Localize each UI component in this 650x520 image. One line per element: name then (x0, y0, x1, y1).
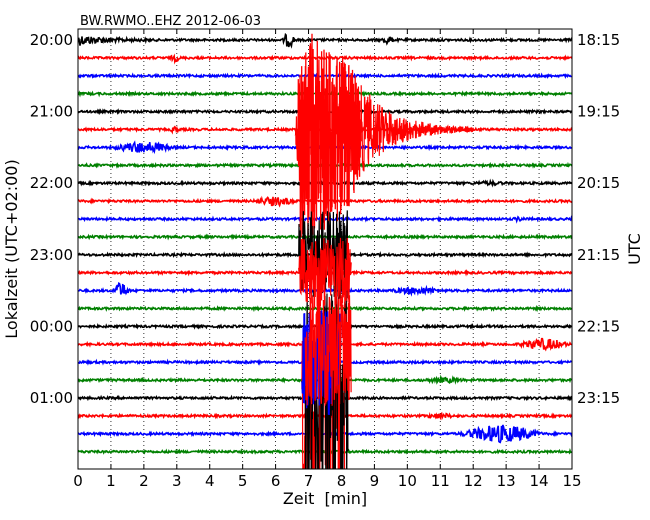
right-hour-labels: 18:15 19:15 20:15 21:15 22:15 23:15 (567, 31, 620, 407)
left-hour-label: 21:00 (30, 103, 73, 121)
right-hour-label: 20:15 (577, 174, 620, 192)
left-hour-label: 20:00 (30, 31, 73, 49)
x-tick-label: 11 (431, 472, 450, 490)
main-earthquake-signal (294, 33, 474, 469)
x-tick-label: 14 (530, 472, 549, 490)
trace-row (78, 53, 572, 65)
left-hour-label: 01:00 (30, 389, 73, 407)
x-tick-label: 0 (73, 472, 83, 490)
x-axis-label: Zeit [min] (283, 489, 367, 508)
trace-row (78, 32, 572, 49)
right-y-axis-label: UTC (625, 233, 644, 265)
x-tick-label: 15 (562, 472, 581, 490)
clipped-signal (304, 281, 352, 406)
left-hour-labels: 20:00 21:00 22:00 23:00 00:00 01:00 (30, 31, 83, 407)
x-tick-label: 10 (398, 472, 417, 490)
x-tick-label: 8 (337, 472, 347, 490)
plot-frame (77, 28, 573, 470)
right-hour-label: 18:15 (577, 31, 620, 49)
right-hour-label: 23:15 (577, 389, 620, 407)
x-tick-label: 3 (172, 472, 182, 490)
x-tick-label: 12 (464, 472, 483, 490)
clipped-signal (298, 237, 352, 309)
x-tick-label: 6 (271, 472, 281, 490)
earthquake-coda (360, 85, 474, 172)
x-tick-label: 7 (304, 472, 314, 490)
x-tick-label: 9 (370, 472, 380, 490)
x-tick-label: 1 (106, 472, 116, 490)
clipped-signal (304, 290, 349, 469)
x-tick-label: 13 (497, 472, 516, 490)
left-hour-label: 00:00 (30, 317, 73, 335)
right-hour-label: 21:15 (577, 246, 620, 264)
x-tick-label: 2 (139, 472, 149, 490)
trace-row (78, 72, 572, 80)
left-hour-label: 23:00 (30, 246, 73, 264)
x-tick-label: 5 (238, 472, 248, 490)
left-y-axis-label: Lokalzeit (UTC+02:00) (2, 159, 21, 338)
right-hour-label: 22:15 (577, 317, 620, 335)
right-hour-label: 19:15 (577, 103, 620, 121)
left-hour-label: 22:00 (30, 174, 73, 192)
chart-title: BW.RWMO..EHZ 2012-06-03 (80, 14, 261, 29)
x-axis-ticks: 0 1 2 3 4 5 6 7 8 9 10 11 12 13 14 15 (73, 29, 582, 490)
earthquake-red-signal (294, 33, 362, 238)
x-tick-label: 4 (205, 472, 215, 490)
